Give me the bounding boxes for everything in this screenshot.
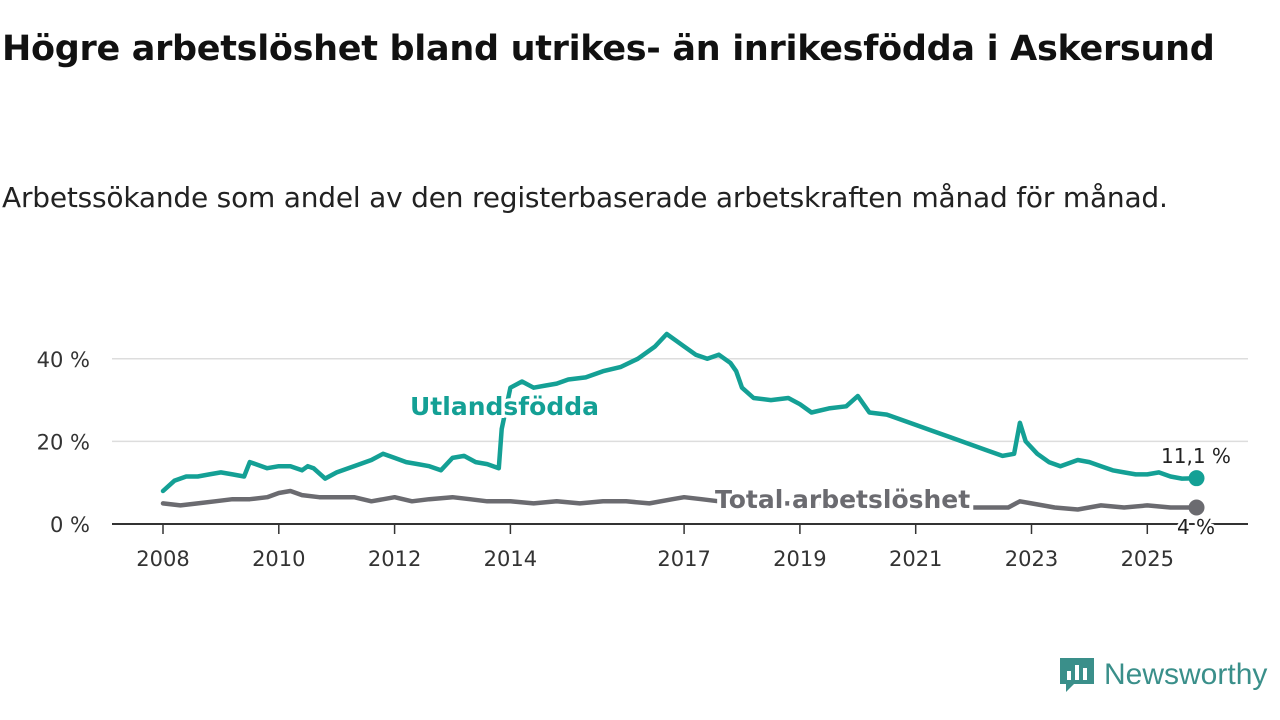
x-tick-label: 2021: [889, 547, 942, 571]
y-tick-label: 40 %: [37, 348, 90, 372]
y-tick-label: 20 %: [37, 430, 90, 454]
end-label-total: 4 %: [1177, 515, 1215, 539]
gridlines: [112, 358, 1248, 443]
series-label-utlandsfodda: Utlandsfödda: [410, 392, 599, 421]
chart-subtitle: Arbetssökande som andel av den registerb…: [2, 181, 1168, 214]
x-tick-label: 2008: [136, 547, 189, 571]
x-tick-label: 2023: [1005, 547, 1058, 571]
brand-name: Newsworthy: [1104, 658, 1268, 691]
x-tick-label: 2010: [252, 547, 305, 571]
x-tick-label: 2017: [657, 547, 710, 571]
y-axis-ticks: 0 % 20 % 40 %: [37, 348, 90, 537]
series-labels: Utlandsfödda Total arbetslöshet 11,1 % 4 %: [407, 389, 1233, 542]
series-end-point: [1188, 470, 1205, 487]
x-axis-ticks: 2008 2010 2012 2014 2017 2019 2021 2023 2025: [136, 524, 1174, 571]
y-tick-label: 0 %: [50, 513, 90, 537]
newsworthy-logo-icon: [1060, 658, 1094, 692]
series-end-point: [1188, 499, 1205, 516]
x-tick-label: 2025: [1121, 547, 1174, 571]
series-label-total: Total arbetslöshet: [715, 485, 970, 514]
chart-title: Högre arbetslöshet bland utrikes- än inr…: [2, 29, 1215, 69]
x-tick-label: 2014: [484, 547, 537, 571]
series-line-utlandsfodda: [160, 331, 1199, 494]
series-line-total: [160, 488, 1199, 512]
x-tick-label: 2019: [773, 547, 826, 571]
x-tick-label: 2012: [368, 547, 421, 571]
end-label-utlandsfodda: 11,1 %: [1161, 444, 1231, 468]
brand-logo: Newsworthy: [1058, 654, 1267, 696]
series-lines: [160, 331, 1205, 516]
